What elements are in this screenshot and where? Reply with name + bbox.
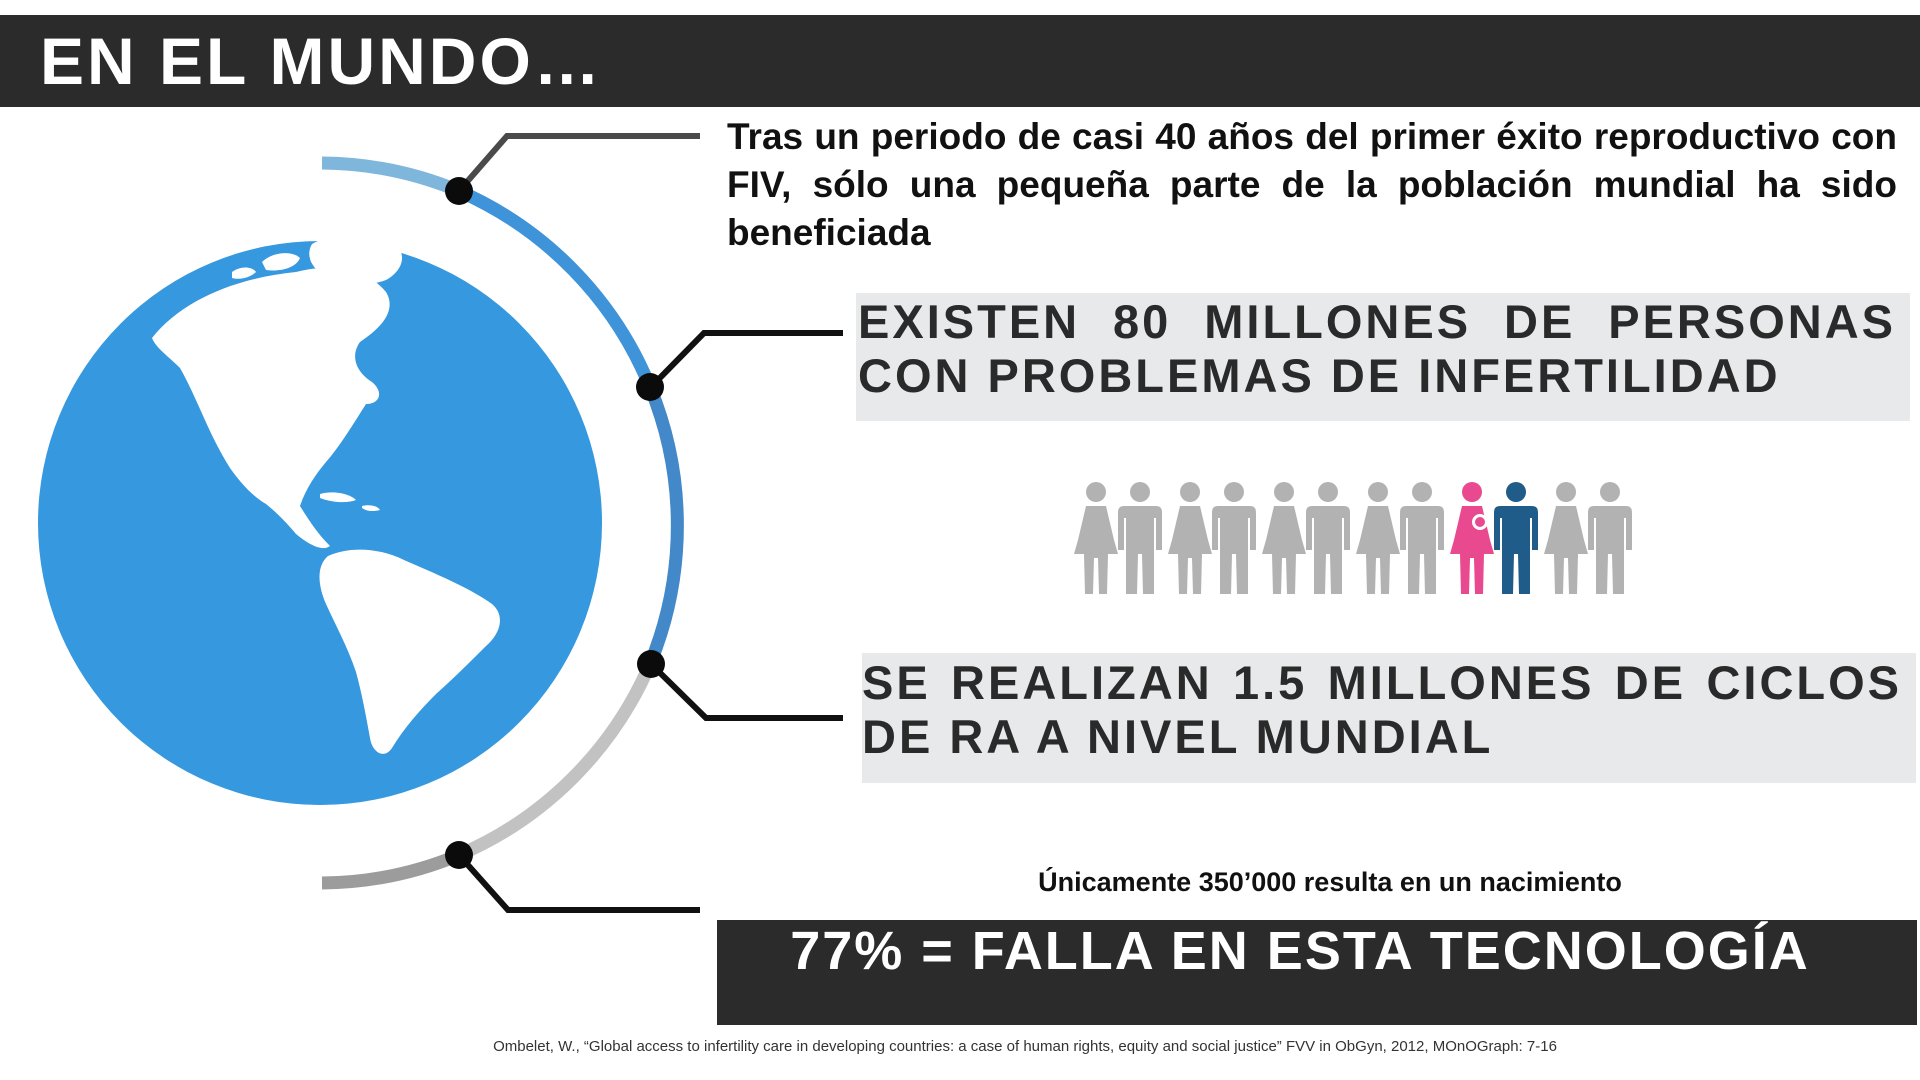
person-woman-icon (1544, 482, 1588, 594)
person-woman-icon (1168, 482, 1212, 594)
births-note: Únicamente 350’000 resulta en un nacimie… (1038, 867, 1622, 897)
person-woman-with-baby-icon (1450, 482, 1494, 594)
reference-citation: Ombelet, W., “Global access to infertili… (493, 1038, 1557, 1055)
globe-icon (38, 233, 602, 805)
title-bar (0, 15, 1920, 107)
intro-text: Tras un periodo de casi 40 años del prim… (727, 116, 1897, 253)
stat-cycles-text: SE REALIZAN 1.5 MILLONES DE CICLOS DE RA… (862, 656, 1902, 763)
connector-lines (454, 133, 843, 913)
failure-banner: 77% = FALLA EN ESTA TECNOLOGÍA (717, 920, 1917, 1025)
failure-banner-text: 77% = FALLA EN ESTA TECNOLOGÍA (790, 921, 1810, 981)
person-woman-icon (1262, 482, 1306, 594)
stat-box-infertility: EXISTEN 80 MILLONES DE PERSONAS CON PROB… (856, 293, 1910, 421)
person-woman-icon (1356, 482, 1400, 594)
person-man-icon (1212, 482, 1256, 594)
person-man-icon (1494, 482, 1538, 594)
person-man-icon (1400, 482, 1444, 594)
person-man-icon (1306, 482, 1350, 594)
progress-arc (321, 156, 684, 890)
connector-dots (445, 177, 665, 869)
page-title: EN EL MUNDO… (40, 24, 603, 98)
person-woman-icon (1074, 482, 1118, 594)
stat-box-cycles: SE REALIZAN 1.5 MILLONES DE CICLOS DE RA… (862, 653, 1916, 783)
people-pictogram (1074, 482, 1632, 594)
stat-infertility-text: EXISTEN 80 MILLONES DE PERSONAS CON PROB… (858, 295, 1896, 402)
person-man-icon (1588, 482, 1632, 594)
person-man-icon (1118, 482, 1162, 594)
